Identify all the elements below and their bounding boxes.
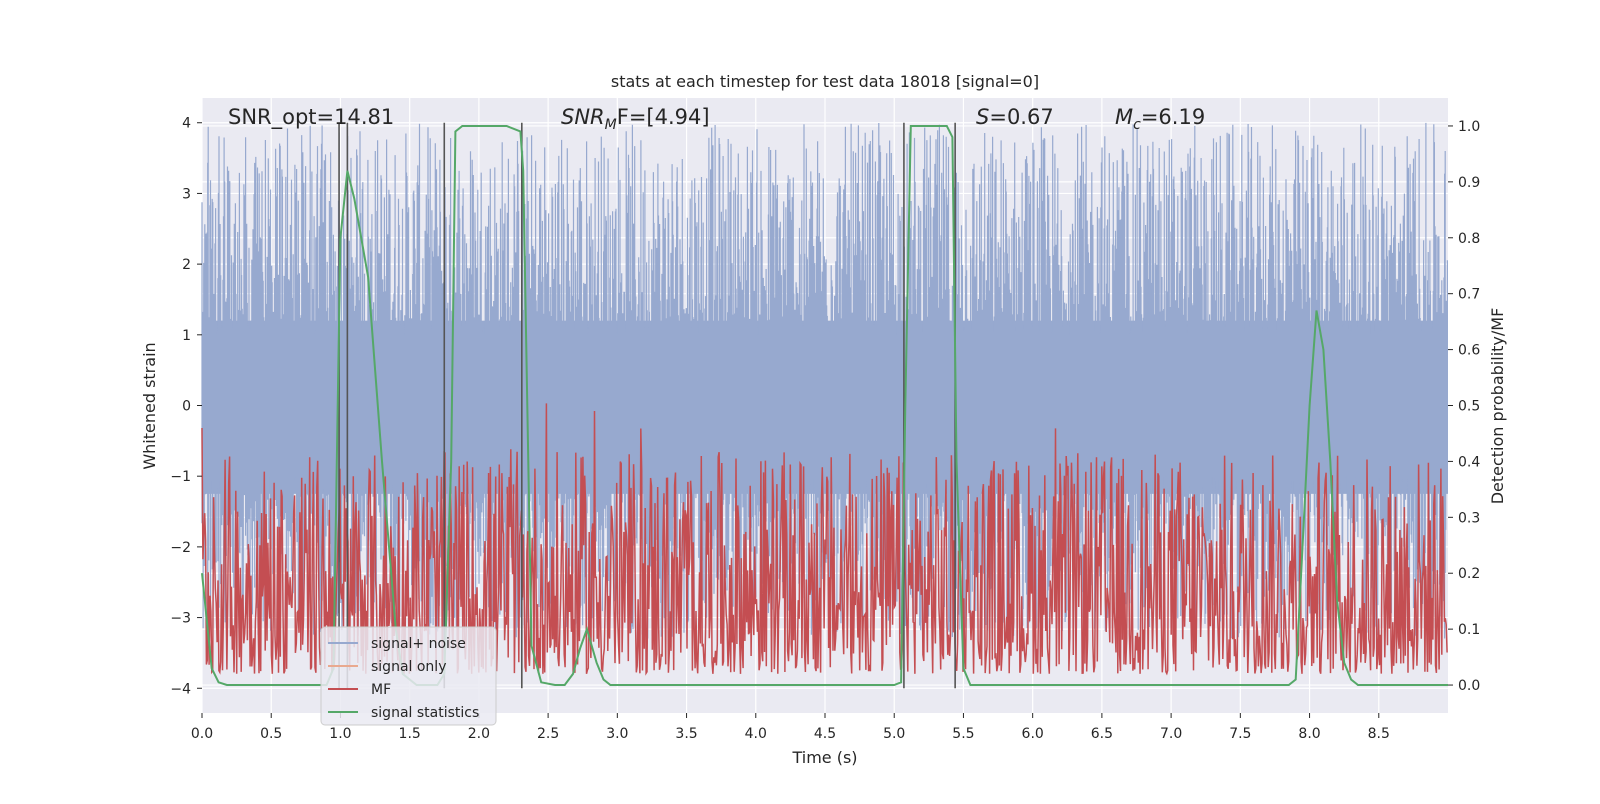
snr-mf-rest: F=[4.94] bbox=[617, 105, 710, 129]
right-axis-ticks: 1.0 0.9 0.8 0.7 0.6 0.5 0.4 0.3 0.2 0.1 0.0 bbox=[1448, 119, 1480, 694]
x-tick-label: 7.5 bbox=[1229, 726, 1251, 742]
y-tick-label: 1 bbox=[182, 328, 191, 344]
x-axis-ticks: 0.0 0.5 1.0 1.5 2.0 2.5 3.0 3.5 4.0 4.5 5.0 5.5 6.0 6… bbox=[191, 713, 1390, 742]
mc-annotation: Mc=6.19 bbox=[1115, 105, 1205, 133]
right-tick-label: 0.2 bbox=[1458, 566, 1480, 582]
x-tick-label: 6.0 bbox=[1022, 726, 1044, 742]
y-tick-label: −4 bbox=[170, 681, 191, 697]
y-tick-label: −3 bbox=[170, 611, 191, 627]
x-tick-label: 8.5 bbox=[1368, 726, 1390, 742]
y-tick-label: −2 bbox=[170, 540, 191, 556]
s-main: S bbox=[976, 105, 989, 129]
right-tick-label: 0.8 bbox=[1458, 231, 1480, 247]
x-tick-label: 1.5 bbox=[399, 726, 421, 742]
x-tick-label: 5.0 bbox=[883, 726, 905, 742]
x-tick-label: 4.0 bbox=[745, 726, 767, 742]
snr-opt-annotation: SNR_opt=14.81 bbox=[228, 105, 394, 130]
y-tick-label: 0 bbox=[182, 399, 191, 415]
x-tick-label: 3.0 bbox=[606, 726, 628, 742]
x-tick-label: 7.0 bbox=[1160, 726, 1182, 742]
y-axis-ticks: 4 3 2 1 0 −1 −2 −3 −4 bbox=[170, 116, 202, 697]
s-rest: =0.67 bbox=[989, 105, 1053, 129]
right-axis-label: Detection probability/MF bbox=[1488, 308, 1507, 505]
right-tick-label: 1.0 bbox=[1458, 119, 1480, 135]
signal-statistics-line bbox=[201, 125, 1448, 686]
mc-sub: c bbox=[1133, 117, 1141, 133]
snr-mf-sub: M bbox=[605, 117, 617, 133]
legend-box bbox=[320, 626, 497, 726]
x-tick-label: 6.5 bbox=[1091, 726, 1113, 742]
s-annotation: S=0.67 bbox=[976, 105, 1054, 129]
x-tick-label: 0.5 bbox=[260, 726, 282, 742]
x-tick-label: 5.5 bbox=[952, 726, 974, 742]
x-axis-label: Time (s) bbox=[791, 748, 857, 767]
right-tick-label: 0.7 bbox=[1458, 287, 1480, 303]
y-tick-label: −1 bbox=[170, 469, 191, 485]
y-tick-label: 2 bbox=[182, 257, 191, 273]
snr-mf-main: SNR bbox=[561, 105, 605, 129]
x-tick-label: 2.5 bbox=[537, 726, 559, 742]
right-tick-label: 0.9 bbox=[1458, 175, 1480, 191]
right-tick-label: 0.3 bbox=[1458, 510, 1480, 526]
x-tick-label: 2.0 bbox=[468, 726, 490, 742]
legend: signal+ noise signal only MF signal statist… bbox=[320, 626, 497, 726]
x-tick-label: 0.0 bbox=[191, 726, 213, 742]
legend-label: signal+ noise bbox=[371, 636, 466, 652]
legend-label: MF bbox=[371, 682, 391, 698]
chart-title: stats at each timestep for test data 180… bbox=[611, 72, 1039, 91]
y-tick-label: 3 bbox=[182, 186, 191, 202]
right-tick-label: 0.1 bbox=[1458, 622, 1480, 638]
snr-mf-annotation: SNRMF=[4.94] bbox=[561, 105, 710, 133]
x-tick-label: 1.0 bbox=[329, 726, 351, 742]
x-tick-label: 8.0 bbox=[1298, 726, 1320, 742]
mc-main: M bbox=[1115, 105, 1133, 129]
legend-label: signal only bbox=[371, 659, 446, 675]
right-tick-label: 0.0 bbox=[1458, 678, 1480, 694]
y-tick-label: 4 bbox=[182, 116, 191, 132]
y-axis-label: Whitened strain bbox=[140, 342, 159, 469]
mc-rest: =6.19 bbox=[1141, 105, 1205, 129]
x-tick-label: 3.5 bbox=[675, 726, 697, 742]
signal-statistics-series bbox=[201, 125, 1448, 686]
legend-label: signal statistics bbox=[371, 705, 479, 721]
right-tick-label: 0.6 bbox=[1458, 343, 1480, 359]
right-tick-label: 0.5 bbox=[1458, 399, 1480, 415]
right-tick-label: 0.4 bbox=[1458, 454, 1480, 470]
x-tick-label: 4.5 bbox=[814, 726, 836, 742]
